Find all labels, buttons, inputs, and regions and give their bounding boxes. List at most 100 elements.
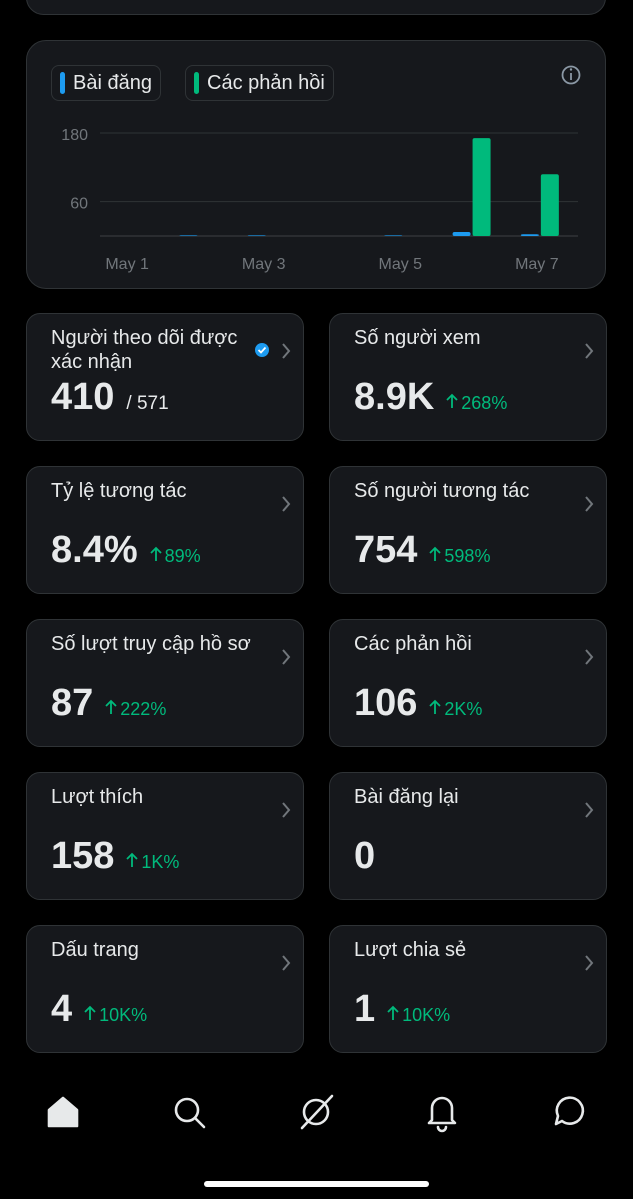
metric-card[interactable]: Số người tương tác 754 598% [329, 466, 607, 594]
y-tick-label: 180 [61, 127, 88, 144]
card-title: Dấu trang [51, 939, 139, 961]
nav-messages[interactable] [554, 1096, 585, 1126]
up-arrow [84, 1005, 96, 1020]
chart-panel [26, 40, 606, 289]
x-tick-label: May 7 [515, 256, 559, 273]
bar [452, 231, 471, 236]
card-change: 2K% [429, 699, 482, 720]
card-value: 106 [354, 682, 418, 724]
card-value: 0 [354, 835, 376, 877]
metric-card[interactable]: Tỷ lệ tương tác 8.4% 89% [26, 466, 304, 594]
card-title: Số người xem [354, 327, 481, 349]
bar [540, 174, 559, 236]
nav-search-handle [193, 1116, 206, 1129]
chevron [585, 343, 594, 359]
card-value-row: 8.4% 89% [51, 529, 201, 572]
chevron [585, 496, 594, 512]
metric-card[interactable]: Số lượt truy cập hồ sơ 87 222% [26, 619, 304, 747]
card-change-value: 2K% [444, 699, 483, 719]
chevron [282, 496, 291, 512]
legend-label: Các phản hồi [207, 71, 325, 94]
card-change: 10K% [84, 1005, 147, 1026]
card-value: 4 [51, 988, 73, 1030]
card-change-value: 10K% [402, 1005, 451, 1025]
card-value: 158 [51, 835, 115, 877]
card-change-value: 10K% [99, 1005, 148, 1025]
card-title: Lượt chia sẻ [354, 939, 467, 961]
legend-label: Bài đăng [73, 71, 152, 94]
card-value: 8.9K [354, 376, 435, 418]
nav-bell-clapper [436, 1125, 448, 1133]
chevron [585, 802, 594, 818]
card-value-row: 87 222% [51, 682, 166, 725]
x-tick-label: May 3 [242, 256, 286, 273]
metric-card[interactable]: Số người xem 8.9K 268% [329, 313, 607, 441]
card-value-row: 410 / 571 [51, 376, 169, 419]
card-value: 1 [354, 988, 376, 1030]
info-icon[interactable] [561, 65, 581, 85]
home-indicator [204, 1181, 429, 1187]
legend-chip[interactable]: Các phản hồi [185, 65, 334, 101]
card-value-row: 0 [354, 835, 375, 878]
up-arrow [105, 699, 117, 714]
card-title: Lượt thích [51, 786, 144, 808]
up-arrow [126, 852, 139, 867]
nav-grok[interactable] [302, 1098, 330, 1126]
card-change-value: 268% [461, 393, 508, 413]
metric-card[interactable]: Người theo dõi được xác nhận 410 / 571 [26, 313, 304, 441]
card-change: 222% [105, 699, 166, 720]
up-arrow [149, 546, 162, 561]
chevron [282, 955, 291, 971]
metric-card[interactable]: Dấu trang 4 10K% [26, 925, 304, 1053]
x-tick-label: May 5 [378, 256, 422, 273]
nav-notifications[interactable] [427, 1096, 457, 1125]
card-change-value: 598% [444, 546, 491, 566]
card-title: Bài đăng lại [354, 786, 459, 808]
card-change-value: 1K% [141, 852, 180, 872]
card-value-row: 754 598% [354, 529, 490, 572]
card-value-row: 8.9K 268% [354, 376, 507, 419]
card-change-value: 222% [120, 699, 167, 719]
chevron [282, 802, 291, 818]
nav-search[interactable] [174, 1097, 200, 1123]
card-value: 754 [354, 529, 418, 571]
up-arrow [446, 393, 458, 408]
card-value-row: 158 1K% [51, 835, 179, 878]
card-change: 598% [429, 546, 490, 567]
card-value: 8.4% [51, 529, 138, 571]
bar [247, 235, 266, 236]
card-change: 268% [446, 393, 507, 414]
bar [520, 234, 539, 236]
card-value-row: 106 2K% [354, 682, 482, 725]
metric-card[interactable]: Lượt thích 158 1K% [26, 772, 304, 900]
legend-swatch [194, 72, 199, 94]
legend-chip[interactable]: Bài đăng [51, 65, 161, 101]
nav-home[interactable] [47, 1096, 79, 1128]
metric-card[interactable]: Các phản hồi 106 2K% [329, 619, 607, 747]
up-arrow [429, 699, 442, 714]
card-change: 89% [149, 546, 201, 567]
card-total: / 571 [126, 393, 169, 414]
info-icon-dot [569, 68, 573, 71]
card-value-row: 1 10K% [354, 988, 450, 1031]
up-arrow [429, 546, 442, 561]
card-title: Người theo dõi được xác nhận [51, 327, 238, 373]
metric-card[interactable]: Bài đăng lại 0 [329, 772, 607, 900]
chevron [585, 649, 594, 665]
bar [472, 138, 491, 236]
y-tick-label: 60 [70, 196, 88, 213]
card-title: Số người tương tác [354, 480, 530, 502]
legend-swatch [60, 72, 65, 94]
card-value: 410 [51, 376, 115, 418]
card-value: 87 [51, 682, 94, 724]
card-title: Các phản hồi [354, 633, 472, 655]
card-title: Số lượt truy cập hồ sơ [51, 633, 251, 655]
bar [179, 235, 198, 236]
metric-card[interactable]: Lượt chia sẻ 1 10K% [329, 925, 607, 1053]
card-value-row: 4 10K% [51, 988, 147, 1031]
up-arrow [387, 1005, 399, 1020]
chevron [282, 343, 291, 359]
card-change: 1K% [126, 852, 179, 873]
chevron [585, 955, 594, 971]
